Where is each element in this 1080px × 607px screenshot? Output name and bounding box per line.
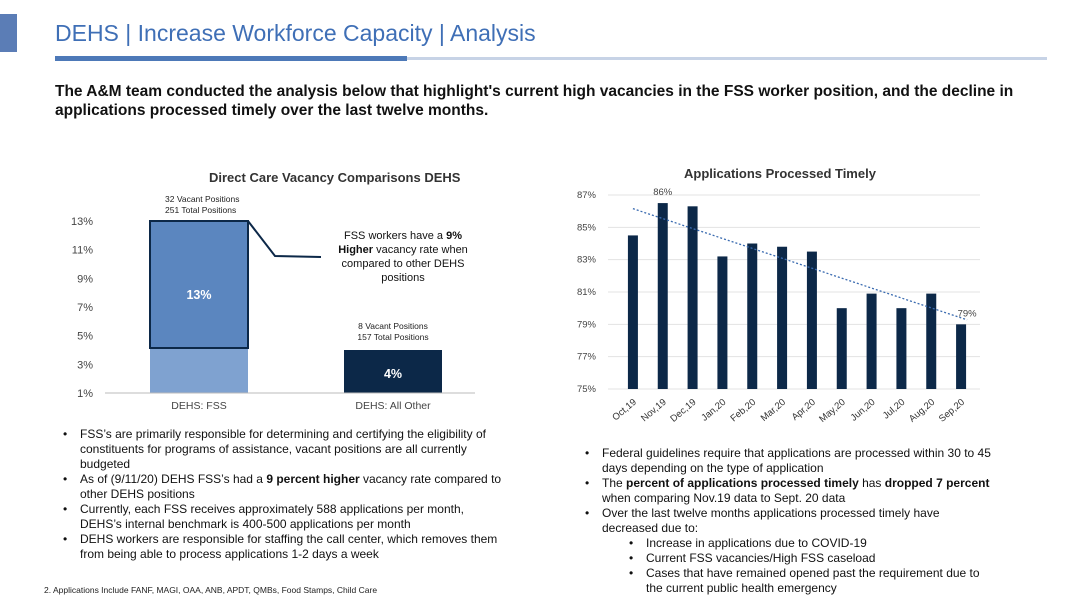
data-label: 79% <box>958 308 978 319</box>
left-bullet-1: FSS’s are primarily responsible for dete… <box>58 427 503 472</box>
connector-line <box>247 220 322 258</box>
right-bullet-2-mid: has <box>858 476 885 490</box>
page-title: DEHS | Increase Workforce Capacity | Ana… <box>55 20 536 46</box>
right-sub-list: Increase in applications due to COVID-19… <box>624 536 995 596</box>
bar-other-data-label: 4% <box>384 367 402 381</box>
left-bullet-2: As of (9/11/20) DEHS FSS’s had a 9 perce… <box>58 472 503 502</box>
right-bullet-2-bold2: dropped 7 percent <box>884 476 990 490</box>
vacancy-chart: 1% 3% 5% 7% 9% 11% 13% 13% 4% DEHS: FSS DEHS: All … <box>71 194 475 412</box>
y-tick-label: 83% <box>577 255 597 266</box>
left-bullet-2-pre: As of (9/11/20) DEHS FSS’s had a <box>80 472 267 486</box>
right-bullet-1: Federal guidelines require that applicat… <box>580 446 995 476</box>
y-tick-label: 9% <box>77 273 93 285</box>
bar-month <box>657 203 668 389</box>
bar-month <box>717 256 728 389</box>
title-rule-light <box>407 57 1047 60</box>
data-label: 86% <box>653 187 673 198</box>
right-bullet-2-post: when comparing Nov.19 data to Sept. 20 d… <box>602 491 846 505</box>
annotation-text-part: compared to other DEHS <box>342 258 465 270</box>
bar-fss-data-label: 13% <box>186 288 211 302</box>
x-tick-label: Jun,20 <box>849 397 878 424</box>
title-rule-dark <box>55 56 407 61</box>
x-tick-label: Aug,20 <box>907 397 937 425</box>
right-sub-bullet-1: Increase in applications due to COVID-19 <box>624 536 995 551</box>
right-bullet-2-bold1: percent of applications processed timely <box>626 476 859 490</box>
left-bullet-3-text: Currently, each FSS receives approximate… <box>80 502 464 531</box>
y-tick-label: 81% <box>577 287 597 298</box>
bar-month <box>836 308 847 389</box>
y-tick-label: 7% <box>77 302 93 314</box>
accent-block <box>0 14 17 52</box>
right-chart-title: Applications Processed Timely <box>684 166 876 181</box>
bar-fss-lower <box>150 348 248 393</box>
callout-other-total: 157 Total Positions <box>357 332 428 342</box>
bar-month <box>777 246 788 389</box>
right-sub-bullet-1-text: Increase in applications due to COVID-19 <box>646 536 867 550</box>
left-bullet-2-post: vacancy rate compared to other DEHS posi… <box>80 472 502 501</box>
trendline <box>632 208 968 321</box>
right-bullet-1-text: Federal guidelines require that applicat… <box>602 446 991 475</box>
annotation-text-part: Higher <box>338 244 374 256</box>
callout-fss-vacant: 32 Vacant Positions <box>165 194 240 204</box>
bar-month <box>627 235 638 389</box>
y-tick-label: 77% <box>577 352 597 363</box>
left-bullet-3: Currently, each FSS receives approximate… <box>58 502 503 532</box>
callout-other-vacant: 8 Vacant Positions <box>358 321 428 331</box>
y-tick-label: 75% <box>577 384 597 395</box>
bar-month <box>926 293 937 389</box>
y-tick-label: 85% <box>577 222 597 233</box>
bar-month <box>687 206 698 389</box>
annotation-text: FSS workers have a 9% Higher vacancy rate… <box>338 230 468 284</box>
x-tick-label: Sep,20 <box>937 397 967 425</box>
left-bullet-4-text: DEHS workers are responsible for staffin… <box>80 532 498 561</box>
footnote: 2. Applications Include FANF, MAGI, OAA,… <box>44 585 378 595</box>
left-bullet-4: DEHS workers are responsible for staffin… <box>58 532 503 562</box>
left-bullet-2-bold: 9 percent higher <box>266 472 360 486</box>
y-tick-label: 13% <box>71 216 93 228</box>
annotation-text-part: vacancy rate when <box>373 244 468 256</box>
bar-month <box>866 293 877 389</box>
y-tick-label: 87% <box>577 190 597 201</box>
callout-fss-total: 251 Total Positions <box>165 205 236 215</box>
y-tick-label: 3% <box>77 359 93 371</box>
left-chart-title: Direct Care Vacancy Comparisons DEHS <box>209 170 461 185</box>
right-sub-bullet-2-text: Current FSS vacancies/High FSS caseload <box>646 551 876 565</box>
x-tick-label: DEHS: FSS <box>171 400 226 412</box>
annotation-text-part: 9% <box>446 230 462 242</box>
right-bullet-list: Federal guidelines require that applicat… <box>580 446 995 596</box>
page-subtitle: The A&M team conducted the analysis belo… <box>55 83 1014 119</box>
x-tick-label: Nov,19 <box>639 397 669 424</box>
y-tick-label: 5% <box>77 331 93 343</box>
right-bullet-3: Over the last twelve months applications… <box>580 506 995 596</box>
right-sub-bullet-3: Cases that have remained opened past the… <box>624 566 995 596</box>
y-tick-label: 1% <box>77 388 93 400</box>
timely-chart: 75% 77% 79% 81% 83% 85% 87% 86% 79% Oct,19 Nov,19 D… <box>577 187 980 425</box>
x-tick-label: Feb,20 <box>728 397 758 424</box>
right-bullet-2-pre: The <box>602 476 627 490</box>
right-sub-bullet-3-text: Cases that have remained opened past the… <box>646 566 980 595</box>
x-tick-label: Dec,19 <box>668 397 698 425</box>
x-tick-label: DEHS: All Other <box>355 400 431 412</box>
left-bullet-1-text: FSS’s are primarily responsible for dete… <box>80 427 486 471</box>
x-tick-label: Jul,20 <box>881 397 907 422</box>
bar-month <box>806 251 817 389</box>
y-tick-label: 79% <box>577 319 597 330</box>
annotation-text-part: positions <box>381 272 425 284</box>
bar-month <box>896 308 907 389</box>
right-sub-bullet-2: Current FSS vacancies/High FSS caseload <box>624 551 995 566</box>
right-bullet-3-text: Over the last twelve months applications… <box>602 506 940 535</box>
x-tick-label: Apr,20 <box>790 397 818 423</box>
left-bullet-list: FSS’s are primarily responsible for dete… <box>58 427 503 562</box>
bar-other <box>344 350 442 393</box>
right-bullet-2: The percent of applications processed ti… <box>580 476 995 506</box>
bar-month <box>956 324 967 389</box>
bar-month <box>747 243 758 389</box>
x-tick-label: May,20 <box>817 397 847 425</box>
x-tick-label: Oct,19 <box>610 397 639 423</box>
y-tick-label: 11% <box>72 245 93 257</box>
x-tick-label: Jan,20 <box>699 397 728 424</box>
annotation-text-part: FSS workers have a <box>344 230 446 242</box>
x-tick-label: Mar,20 <box>759 397 788 424</box>
bar-fss <box>149 220 249 349</box>
